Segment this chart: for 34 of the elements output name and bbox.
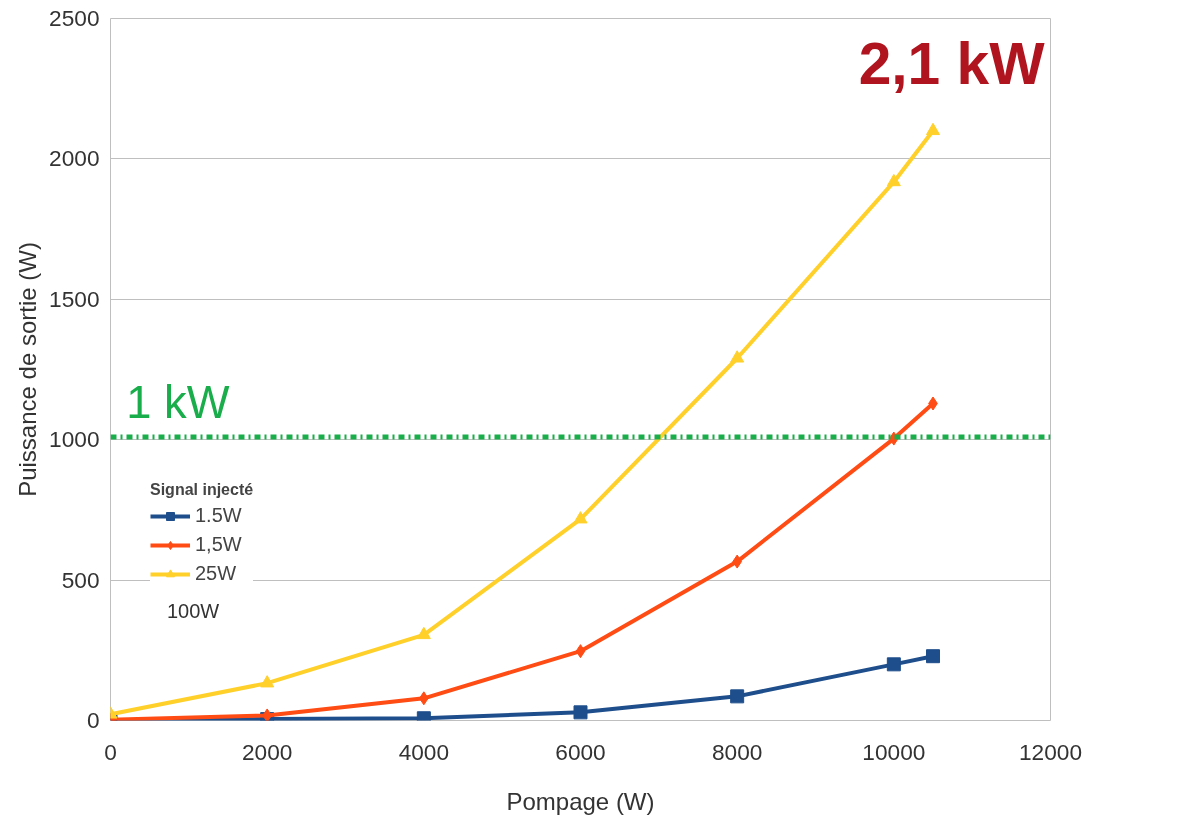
x-tick-label: 10000 [862,738,926,765]
point [573,705,588,720]
y-tick-label: 2000 [49,145,100,172]
y-tick-label: 2500 [49,5,100,31]
annotation: 100W [166,600,220,623]
point [730,689,745,704]
x-tick-label: 2000 [241,738,293,765]
ref-line-label: 1 kW [126,377,230,429]
point [573,511,588,524]
legend-label: 25W [195,562,237,585]
x-tick-label: 4000 [398,738,450,765]
x-tick-label: 12000 [1019,738,1083,765]
x-tick-label: 0 [104,738,117,765]
y-tick-label: 0 [86,707,100,733]
x-axis-title: Pompage (W) [506,787,655,815]
point [575,644,586,659]
x-tick-label: 8000 [711,738,763,765]
y-tick-label: 1500 [49,285,100,312]
point [926,649,940,664]
legend-label: 1.5W [195,504,242,527]
point [416,626,431,640]
y-tick-label: 500 [61,566,100,593]
x-tick-label: 6000 [555,738,606,765]
legend-title: Signal injecté [150,481,254,499]
point [260,675,275,688]
point [886,173,901,187]
y-axis-title: Puissance de sortie (W) [14,242,42,497]
point [886,657,901,672]
point [262,708,272,721]
annotation: 2,1 kW [858,30,1046,96]
point [730,350,745,363]
point [926,122,940,136]
y-tick-label: 1000 [49,426,100,453]
legend-label: 1,5W [195,533,242,556]
